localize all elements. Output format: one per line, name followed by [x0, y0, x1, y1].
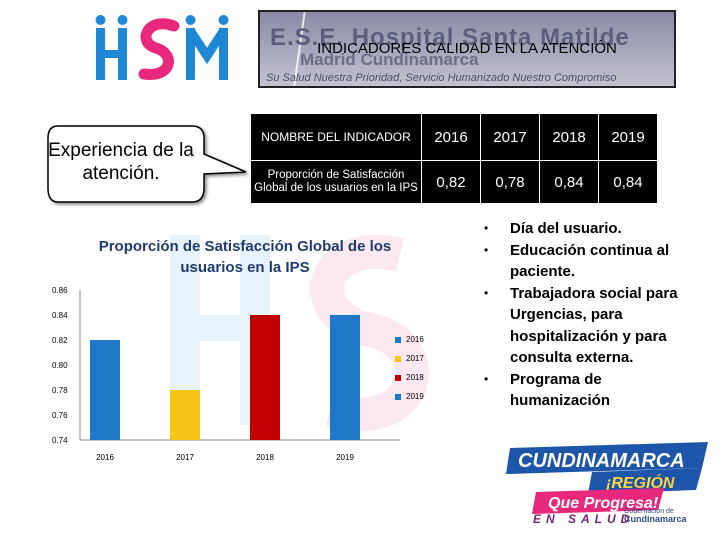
y-tick-label: 0.80	[52, 361, 68, 370]
table-header-row: NOMBRE DEL INDICADOR 2016 2017 2018 2019	[250, 113, 658, 161]
legend-label: 2018	[406, 373, 424, 382]
list-item-text: Día del usuario.	[510, 220, 622, 237]
list-item: • Programa de humanización	[484, 370, 611, 410]
chart-bar	[250, 315, 280, 440]
header-year: 2017	[480, 113, 540, 161]
legend-item: 2018	[395, 368, 424, 387]
y-tick-label: 0.76	[52, 411, 68, 420]
header-year: 2019	[598, 113, 658, 161]
x-tick-label: 2019	[336, 453, 354, 462]
chart-bar	[90, 340, 120, 440]
y-tick-label: 0.84	[52, 311, 68, 320]
hsm-logo	[95, 15, 229, 80]
hospital-motto: Su Salud Nuestra Prioridad, Servicio Hum…	[266, 72, 617, 84]
legend-swatch	[395, 355, 401, 362]
indicator-value: 0,84	[598, 160, 658, 204]
gobernacion-small: Gobernación de	[624, 508, 674, 515]
indicator-value: 0,82	[421, 160, 481, 204]
chart-bar	[170, 390, 200, 440]
brand-text: CUNDINAMARCA	[518, 450, 685, 472]
legend-label: 2017	[406, 354, 424, 363]
legend-swatch	[395, 393, 401, 400]
region-text: ¡REGIÓN	[606, 473, 675, 492]
header-indicator-name: NOMBRE DEL INDICADOR	[250, 113, 422, 161]
list-item: • Trabajadora social para Urgencias, para…	[484, 284, 678, 367]
list-item-text: Educación continua al paciente.	[510, 241, 670, 281]
legend-item: 2017	[395, 349, 424, 368]
chart-plot: 0.74 0.76 0.78 0.80 0.82 0.84 0.86 2016 2017 2018…	[52, 286, 400, 462]
satisfaction-chart: Proporción de Satisfacción Global de los…	[40, 230, 440, 470]
legend-item: 2016	[395, 330, 424, 349]
indicator-value: 0,78	[480, 160, 540, 204]
legend-swatch	[395, 374, 401, 381]
legend-item: 2019	[395, 387, 424, 406]
table-row: Proporción de Satisfacción Global de los…	[250, 160, 658, 204]
header-year: 2016	[421, 113, 481, 161]
legend-label: 2019	[406, 392, 424, 401]
callout-shape	[47, 125, 247, 203]
header-banner: E.S.E. Hospital Santa Matilde Madrid Cun…	[258, 10, 676, 88]
chart-bar	[330, 315, 360, 440]
actions-list: • Día del usuario. • Educación continua al…	[480, 218, 680, 412]
callout-text: Experiencia de la atención.	[48, 140, 194, 184]
legend-label: 2016	[406, 335, 424, 344]
chart-legend: 2016 2017 2018 2019	[395, 330, 424, 406]
gobernacion-big: Cundinamarca	[624, 514, 687, 524]
hospital-name: E.S.E. Hospital Santa Matilde	[270, 24, 630, 51]
chart-title: Proporción de Satisfacción Global de los…	[98, 238, 392, 276]
legend-swatch	[395, 336, 401, 343]
list-item: • Día del usuario.	[484, 220, 622, 237]
indicator-name: Proporción de Satisfacción Global de los…	[250, 160, 422, 204]
y-tick-label: 0.74	[52, 436, 68, 445]
hospital-location: Madrid Cundinamarca	[300, 50, 479, 69]
list-item-text: Programa de humanización	[510, 370, 611, 410]
y-tick-label: 0.86	[52, 286, 68, 295]
x-tick-label: 2018	[256, 453, 274, 462]
indicator-table: NOMBRE DEL INDICADOR 2016 2017 2018 2019…	[250, 113, 658, 204]
header-year: 2018	[539, 113, 599, 161]
list-item-text: Trabajadora social para Urgencias, para …	[510, 284, 678, 367]
y-tick-label: 0.82	[52, 336, 68, 345]
x-tick-label: 2016	[96, 453, 114, 462]
slogan-text: Que Progresa!	[548, 495, 659, 512]
sector-text: EN SALUD	[533, 512, 635, 526]
page-title: INDICADORES CALIDAD EN LA ATENCIÓN	[317, 40, 617, 57]
y-tick-label: 0.78	[52, 386, 68, 395]
list-item: • Educación continua al paciente.	[484, 241, 670, 281]
cundinamarca-logo: CUNDINAMARCA ¡REGIÓN Que Progresa!	[506, 442, 708, 514]
gobernacion-logo: Gobernación de Cundinamarca	[624, 508, 687, 524]
x-tick-label: 2017	[176, 453, 194, 462]
indicator-value: 0,84	[539, 160, 599, 204]
